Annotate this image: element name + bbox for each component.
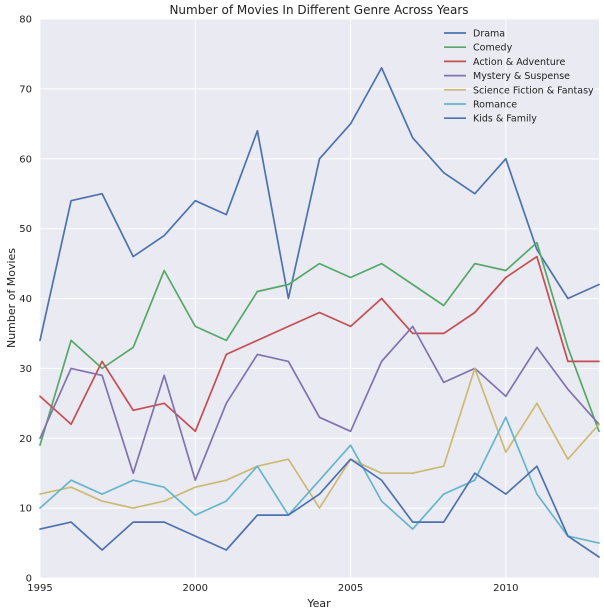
y-axis-label: Number of Movies: [5, 248, 18, 348]
legend-label: Comedy: [473, 43, 513, 54]
legend-label: Science Fiction & Fantasy: [473, 85, 594, 96]
series-line-2: [39, 255, 600, 433]
series-line-3: [39, 325, 600, 482]
legend-label: Mystery & Suspense: [473, 71, 570, 82]
x-axis-label: Year: [306, 597, 331, 610]
legend: Drama Comedy Action & Adventure Mystery & S…: [444, 29, 594, 125]
series-line-5: [39, 416, 600, 544]
y-tick-label: 20: [19, 434, 32, 445]
series-line-6: [39, 458, 600, 558]
y-tick-label: 60: [19, 154, 32, 165]
x-tick-label: 2010: [493, 583, 518, 594]
y-tick-label: 10: [19, 504, 32, 515]
series-line-0: [39, 67, 600, 342]
legend-label: Kids & Family: [473, 114, 537, 125]
x-tick-label: 2000: [183, 583, 208, 594]
legend-label: Romance: [473, 100, 517, 111]
legend-label: Action & Adventure: [473, 57, 565, 68]
x-tick-label: 1995: [27, 583, 52, 594]
series-line-1: [39, 241, 600, 447]
y-tick-label: 30: [19, 364, 32, 375]
legend-label: Drama: [473, 29, 505, 40]
y-tick-label: 40: [19, 294, 32, 305]
series-layer: [39, 67, 600, 558]
tick-labels: 1995 2000 2005 2010 0 10 20 30 40 50 60 70 80: [19, 15, 518, 595]
y-tick-label: 80: [19, 15, 32, 26]
x-tick-label: 2005: [338, 583, 363, 594]
y-tick-label: 0: [26, 574, 32, 585]
y-tick-label: 50: [19, 224, 32, 235]
chart-title: Number of Movies In Different Genre Acro…: [169, 3, 468, 17]
series-line-4: [39, 367, 600, 509]
y-tick-label: 70: [19, 84, 32, 95]
